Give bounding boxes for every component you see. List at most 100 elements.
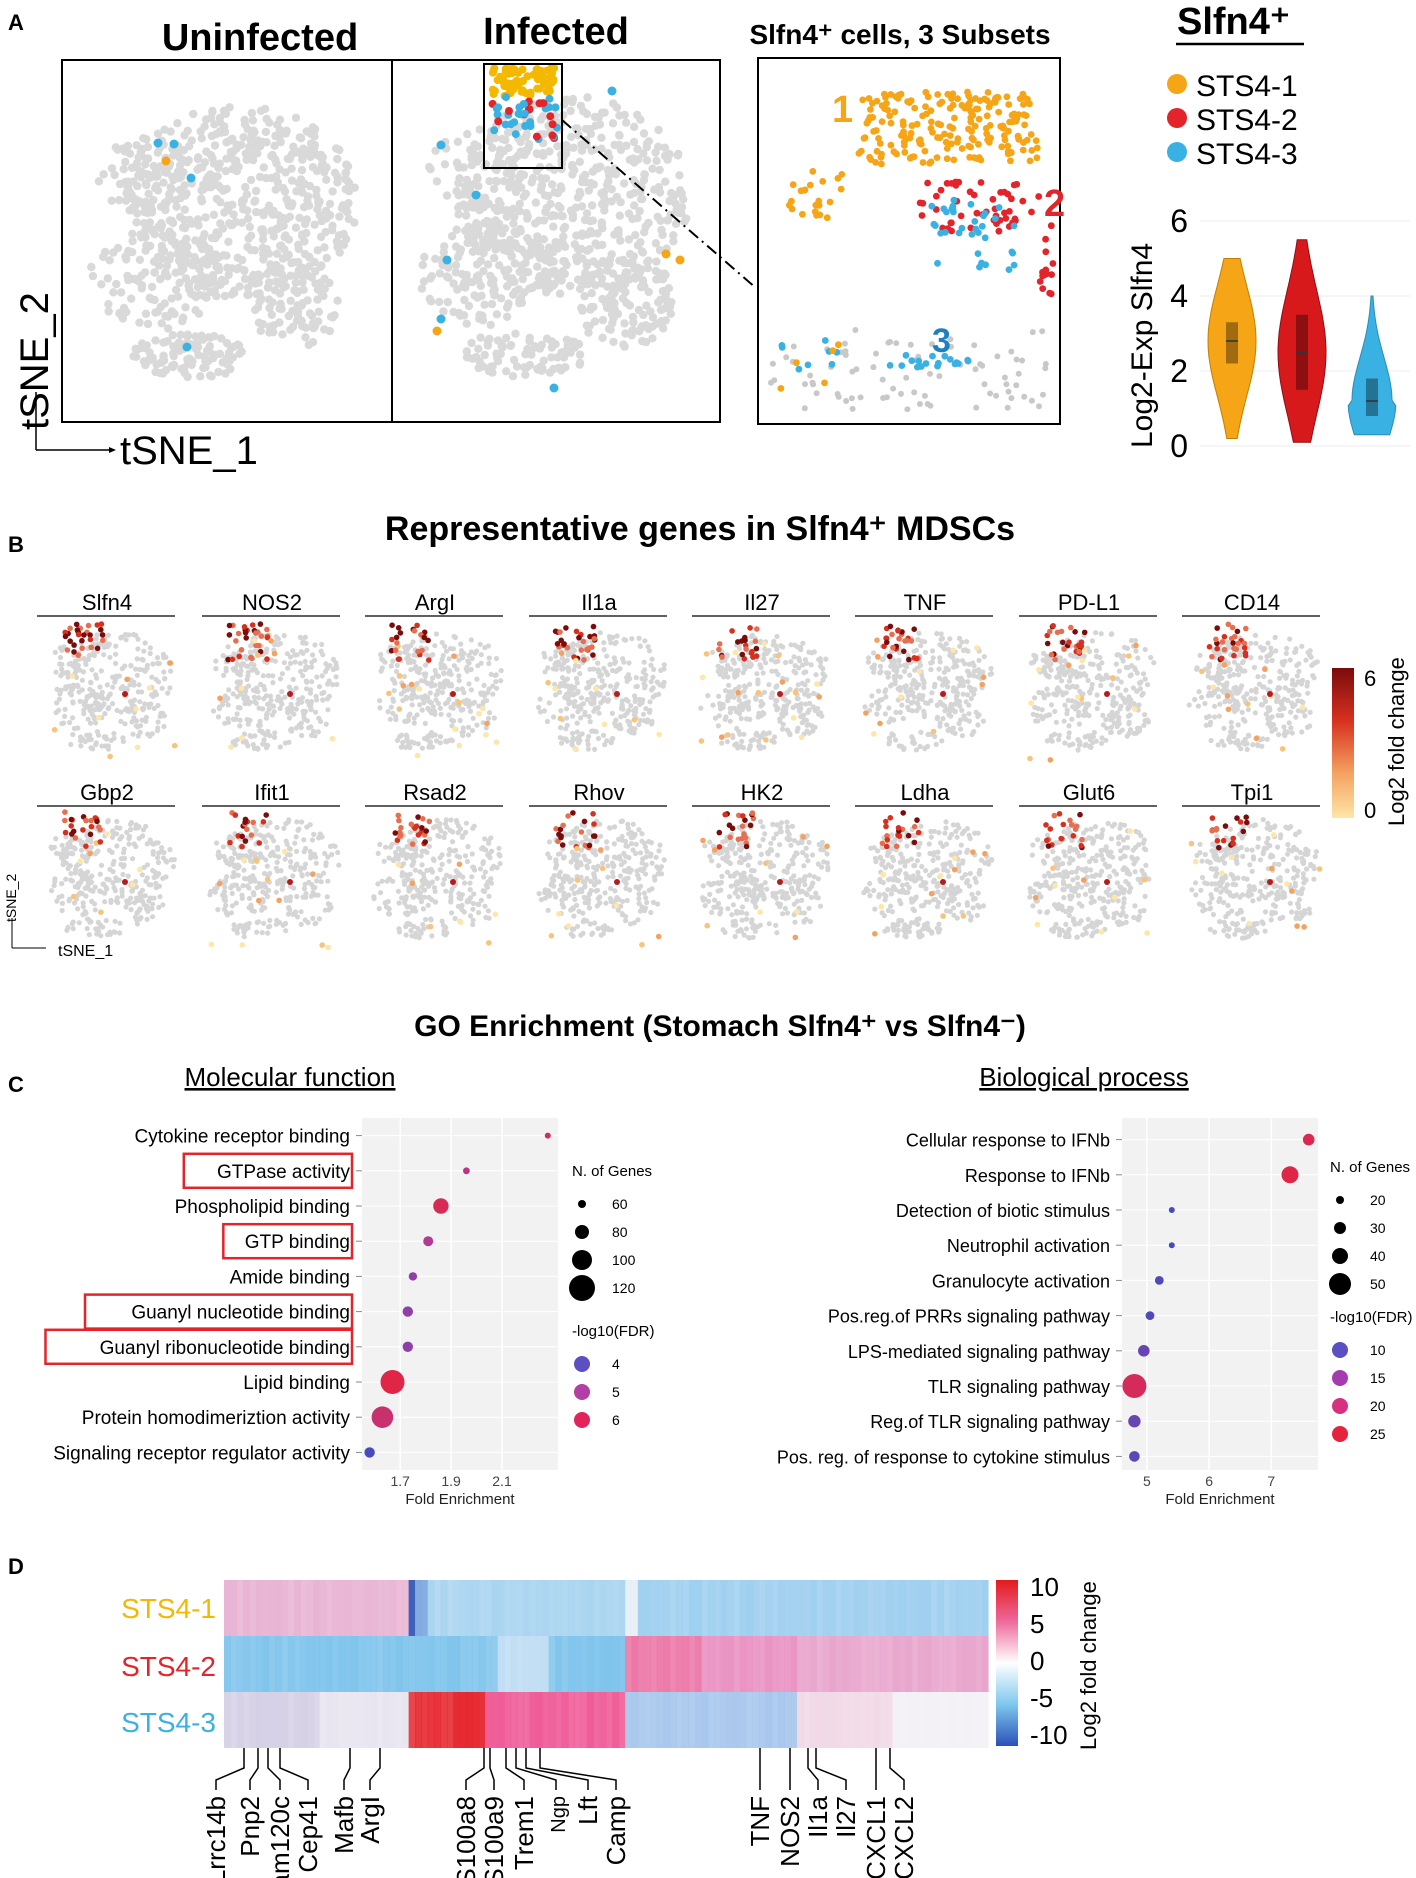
tsne-cell — [563, 726, 569, 732]
tsne-cell — [201, 356, 210, 366]
tsne-cell — [468, 637, 474, 643]
tsne-cell — [871, 650, 877, 656]
tsne-cell — [167, 308, 176, 317]
tsne-cell — [198, 244, 207, 254]
expression-cell — [71, 642, 77, 648]
tsne-cell — [557, 689, 563, 695]
tsne-cell — [661, 679, 667, 686]
tsne-cell — [952, 730, 958, 737]
tsne-cell — [150, 295, 159, 305]
expression-cell — [718, 734, 725, 740]
subset-cell — [864, 117, 872, 124]
tsne-cell — [235, 669, 241, 675]
tsne-cell — [579, 107, 588, 116]
subset-cell — [1001, 374, 1008, 381]
tsne-cell — [243, 206, 252, 215]
subset-cell — [790, 343, 797, 350]
subset-cell — [789, 181, 797, 189]
tsne-cell — [420, 696, 427, 703]
subset-cell — [915, 137, 923, 145]
tsne-cell — [464, 697, 470, 703]
tsne-cell — [522, 252, 532, 261]
tsne-cell — [748, 662, 754, 668]
subset-cell — [989, 195, 997, 203]
tsne-cell — [519, 170, 529, 180]
tsne-cell — [99, 170, 108, 179]
tsne-cell — [500, 267, 510, 276]
tsne-cell — [1141, 722, 1147, 728]
tsne-cell — [587, 228, 597, 238]
tsne-cell — [604, 653, 610, 659]
tsne-cell — [270, 673, 276, 679]
tsne-cell — [119, 165, 128, 174]
tsne-cell — [494, 197, 504, 206]
tsne-cell — [669, 237, 678, 246]
tsne-cell — [1094, 705, 1100, 712]
tsne-cell — [272, 730, 278, 736]
tsne-cell — [887, 739, 893, 745]
tsne-cell — [333, 663, 339, 669]
expression-cell — [1075, 694, 1081, 700]
expression-cell — [874, 637, 880, 643]
tsne-cell — [1060, 690, 1066, 696]
tsne-cell — [154, 655, 161, 661]
tsne-cell — [732, 742, 738, 748]
tsne-cell — [754, 671, 760, 677]
tsne-cell — [525, 284, 534, 293]
tsne-cell — [308, 687, 314, 693]
subset-cell — [958, 101, 966, 109]
expression-cell — [414, 752, 421, 759]
tsne-cell — [325, 199, 335, 209]
subset-cell — [918, 212, 926, 219]
tsne-cell — [262, 114, 271, 124]
expression-cell — [798, 734, 805, 741]
tsne-cell — [97, 280, 106, 289]
expression-cell — [589, 644, 595, 650]
tsne-cell — [308, 724, 314, 730]
tsne-cell — [509, 355, 519, 365]
tsne-cell — [312, 642, 318, 648]
tsne-cell — [532, 280, 541, 290]
tsne-cell — [803, 717, 810, 724]
tsne-cell — [801, 670, 807, 676]
cluster-cell — [532, 132, 541, 141]
expression-cell — [476, 711, 482, 717]
tsne-cell — [486, 655, 492, 661]
tsne-cell — [281, 129, 290, 138]
tsne-cell — [246, 135, 256, 144]
tsne-cell — [303, 678, 309, 684]
tsne-cell — [258, 320, 268, 329]
tsne-cell — [546, 199, 555, 209]
tsne-cell — [1148, 654, 1154, 661]
expression-cell — [656, 731, 662, 738]
subset-cell — [924, 179, 931, 187]
tsne-cell — [248, 661, 255, 667]
tsne-cell — [88, 680, 94, 686]
tsne-cell — [137, 666, 143, 673]
tsne-cell — [634, 683, 640, 690]
tsne-cell — [715, 723, 722, 729]
tsne-cell — [244, 234, 253, 243]
tsne-cell — [1111, 702, 1117, 709]
subset-cell — [954, 95, 961, 103]
tsne-cell — [1079, 700, 1085, 706]
tsne-cell — [150, 661, 156, 667]
subset-cell — [1047, 290, 1055, 298]
tsne-cell — [287, 202, 296, 211]
tsne-cell — [286, 715, 293, 721]
tsne-cell — [77, 734, 84, 740]
tsne-cell — [585, 124, 595, 134]
tsne-cell — [589, 694, 595, 701]
tsne-cell — [466, 681, 472, 687]
tsne-cell — [768, 657, 775, 663]
expression-cell — [226, 632, 233, 638]
tsne-cell — [444, 273, 453, 282]
tsne-cell — [118, 709, 124, 715]
tsne-cell — [818, 659, 824, 665]
expression-cell — [754, 626, 760, 632]
tsne-cell — [613, 717, 619, 723]
tsne-cell — [210, 141, 220, 150]
tsne-cell — [1144, 717, 1151, 723]
tsne-cell — [312, 185, 321, 195]
tsne-cell — [537, 181, 547, 190]
